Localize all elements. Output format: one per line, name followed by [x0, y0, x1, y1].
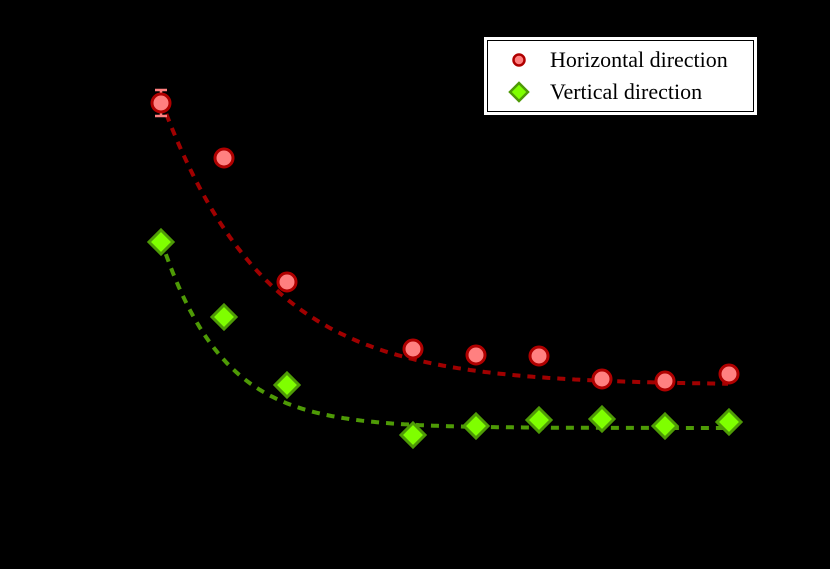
circle-marker	[591, 368, 613, 390]
circle-marker	[276, 271, 298, 293]
diamond-marker	[650, 411, 680, 441]
legend: Horizontal direction Vertical direction	[484, 37, 757, 115]
diamond-marker	[146, 227, 176, 257]
legend-frame: Horizontal direction Vertical direction	[487, 40, 754, 112]
legend-item-vertical: Vertical direction	[488, 78, 702, 106]
legend-item-horizontal: Horizontal direction	[488, 46, 728, 74]
circle-marker	[718, 363, 740, 385]
circle-icon	[488, 52, 550, 68]
fit-curve-horizontal	[159, 99, 728, 386]
circle-marker	[465, 344, 487, 366]
diamond-marker	[714, 407, 744, 437]
circle-marker	[213, 147, 235, 169]
diamond-marker	[524, 405, 554, 435]
fit-curves	[159, 99, 728, 430]
legend-label-vertical: Vertical direction	[550, 79, 703, 104]
fit-curve-vertical	[159, 239, 728, 430]
circle-marker	[150, 92, 172, 114]
data-markers	[146, 92, 744, 450]
diamond-marker	[272, 370, 302, 400]
diamond-icon	[488, 81, 550, 103]
diamond-marker	[209, 302, 239, 332]
circle-marker	[528, 345, 550, 367]
diamond-marker	[398, 420, 428, 450]
diamond-marker	[587, 404, 617, 434]
circle-marker	[654, 370, 676, 392]
diamond-marker	[461, 411, 491, 441]
legend-label-horizontal: Horizontal direction	[550, 47, 728, 72]
circle-marker	[402, 338, 424, 360]
